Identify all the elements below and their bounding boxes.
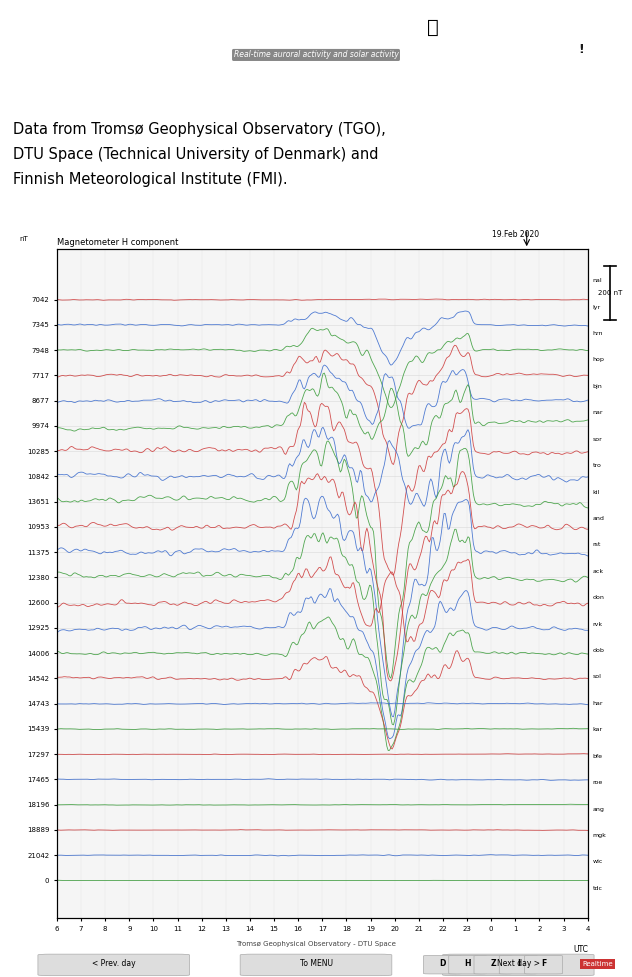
Text: Real-time auroral activity and solar activity: Real-time auroral activity and solar act… bbox=[234, 51, 398, 60]
Text: Magnetometer H component: Magnetometer H component bbox=[57, 238, 178, 247]
Text: !: ! bbox=[578, 43, 585, 56]
FancyBboxPatch shape bbox=[240, 955, 392, 976]
Text: 19.Feb 2020: 19.Feb 2020 bbox=[492, 231, 539, 239]
Text: F: F bbox=[541, 959, 546, 968]
Text: Realtime: Realtime bbox=[583, 960, 613, 967]
Text: 200 nT: 200 nT bbox=[598, 290, 622, 296]
FancyBboxPatch shape bbox=[499, 956, 537, 974]
Text: Z: Z bbox=[490, 959, 495, 968]
Text: To MENU: To MENU bbox=[300, 959, 332, 968]
FancyBboxPatch shape bbox=[423, 956, 461, 974]
Text: Data from Tromsø Geophysical Observatory (TGO),
DTU Space (Technical University : Data from Tromsø Geophysical Observatory… bbox=[13, 122, 386, 187]
FancyBboxPatch shape bbox=[474, 956, 512, 974]
Text: Next day >: Next day > bbox=[497, 959, 540, 968]
Text: < Prev. day: < Prev. day bbox=[92, 959, 136, 968]
FancyBboxPatch shape bbox=[525, 956, 562, 974]
FancyBboxPatch shape bbox=[442, 955, 594, 976]
Text: nT: nT bbox=[20, 236, 28, 242]
Text: SpaceWeatherLive: SpaceWeatherLive bbox=[223, 17, 409, 34]
Text: I: I bbox=[517, 959, 520, 968]
Text: H: H bbox=[465, 959, 471, 968]
Text: Tromsø Geophysical Observatory - DTU Space: Tromsø Geophysical Observatory - DTU Spa… bbox=[236, 941, 396, 947]
Text: UTC: UTC bbox=[573, 945, 588, 955]
Text: 🌍: 🌍 bbox=[427, 19, 439, 37]
FancyBboxPatch shape bbox=[38, 955, 190, 976]
FancyBboxPatch shape bbox=[449, 956, 487, 974]
Polygon shape bbox=[566, 19, 597, 59]
Text: D: D bbox=[439, 959, 446, 968]
